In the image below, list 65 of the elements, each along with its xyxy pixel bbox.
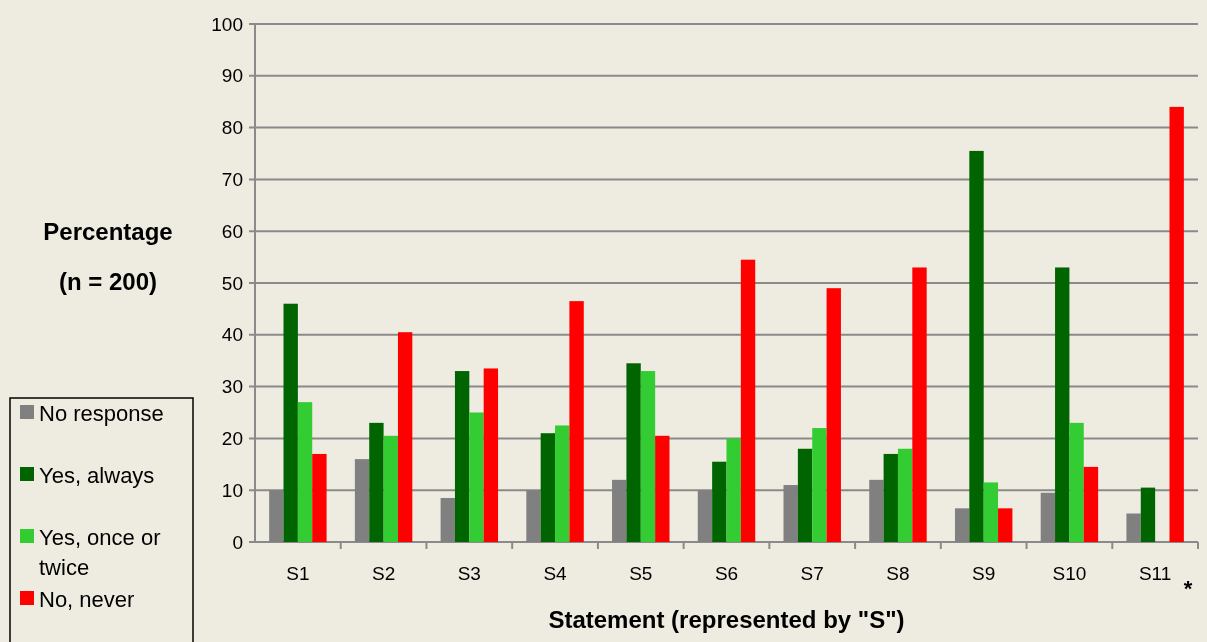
bar — [454, 371, 470, 542]
bar — [569, 301, 584, 542]
bar — [883, 453, 898, 542]
bar — [655, 435, 670, 542]
bar — [740, 259, 756, 542]
bar — [998, 508, 1013, 542]
bar — [555, 425, 570, 542]
y-tick-label: 40 — [221, 324, 243, 346]
bar — [712, 461, 727, 542]
x-tick-label: S9 — [972, 563, 996, 584]
bar — [969, 150, 984, 542]
x-tick-label: S5 — [629, 563, 653, 584]
bar — [1140, 487, 1156, 542]
x-tick-label: S1 — [286, 563, 310, 584]
bar — [469, 412, 484, 542]
y-tick-label: 80 — [221, 117, 243, 139]
bar — [983, 482, 999, 542]
y-tick-label: 90 — [221, 65, 243, 87]
y-tick-label: 70 — [221, 169, 243, 191]
x-tick-label: S4 — [543, 563, 568, 584]
legend-label: No, never — [39, 587, 135, 612]
bar — [483, 368, 499, 542]
legend-label: Yes, once or twice — [39, 525, 161, 580]
bar — [440, 497, 455, 542]
x-axis-title: Statement (represented by "S") — [548, 606, 905, 633]
y-tick-label: 0 — [232, 531, 243, 553]
bar — [897, 448, 913, 542]
legend-label: Yes, always — [39, 463, 155, 488]
y-tick-label: 30 — [221, 376, 243, 398]
bar — [369, 422, 384, 542]
bar — [812, 428, 827, 542]
y-tick-label: 10 — [221, 479, 243, 501]
bar — [826, 288, 841, 542]
x-tick-label: S6 — [714, 563, 739, 584]
x-tick-label: S10 — [1052, 563, 1087, 584]
bar — [1040, 492, 1056, 542]
bar — [797, 448, 813, 542]
x-tick-label: S8 — [886, 563, 910, 584]
bar — [626, 363, 641, 542]
x-tick-label: S7 — [800, 563, 824, 584]
bar — [383, 435, 398, 542]
bar — [297, 402, 313, 542]
x-tick-label: S2 — [371, 563, 396, 584]
y-tick-label: 50 — [221, 272, 243, 294]
x-tick-label: S3 — [457, 563, 481, 584]
y-tick-label: 20 — [221, 428, 243, 450]
x-tick-label: S11 — [1138, 563, 1172, 584]
bar — [1083, 466, 1099, 542]
bar — [726, 438, 741, 542]
legend-label: No response — [39, 401, 164, 426]
bar — [640, 371, 656, 542]
bar — [954, 508, 970, 542]
bar — [312, 453, 327, 542]
bar — [283, 303, 298, 542]
bar — [540, 433, 556, 542]
y-tick-label: 100 — [211, 13, 243, 35]
y-axis-title: Percentage (n = 200) — [43, 218, 173, 295]
bar — [397, 332, 413, 542]
bar — [1126, 513, 1141, 542]
bar — [1069, 422, 1084, 542]
text: * — [1183, 576, 1193, 601]
bar — [912, 267, 927, 542]
bar — [1169, 106, 1184, 542]
y-tick-label: 60 — [221, 220, 243, 242]
bar — [1055, 267, 1070, 542]
